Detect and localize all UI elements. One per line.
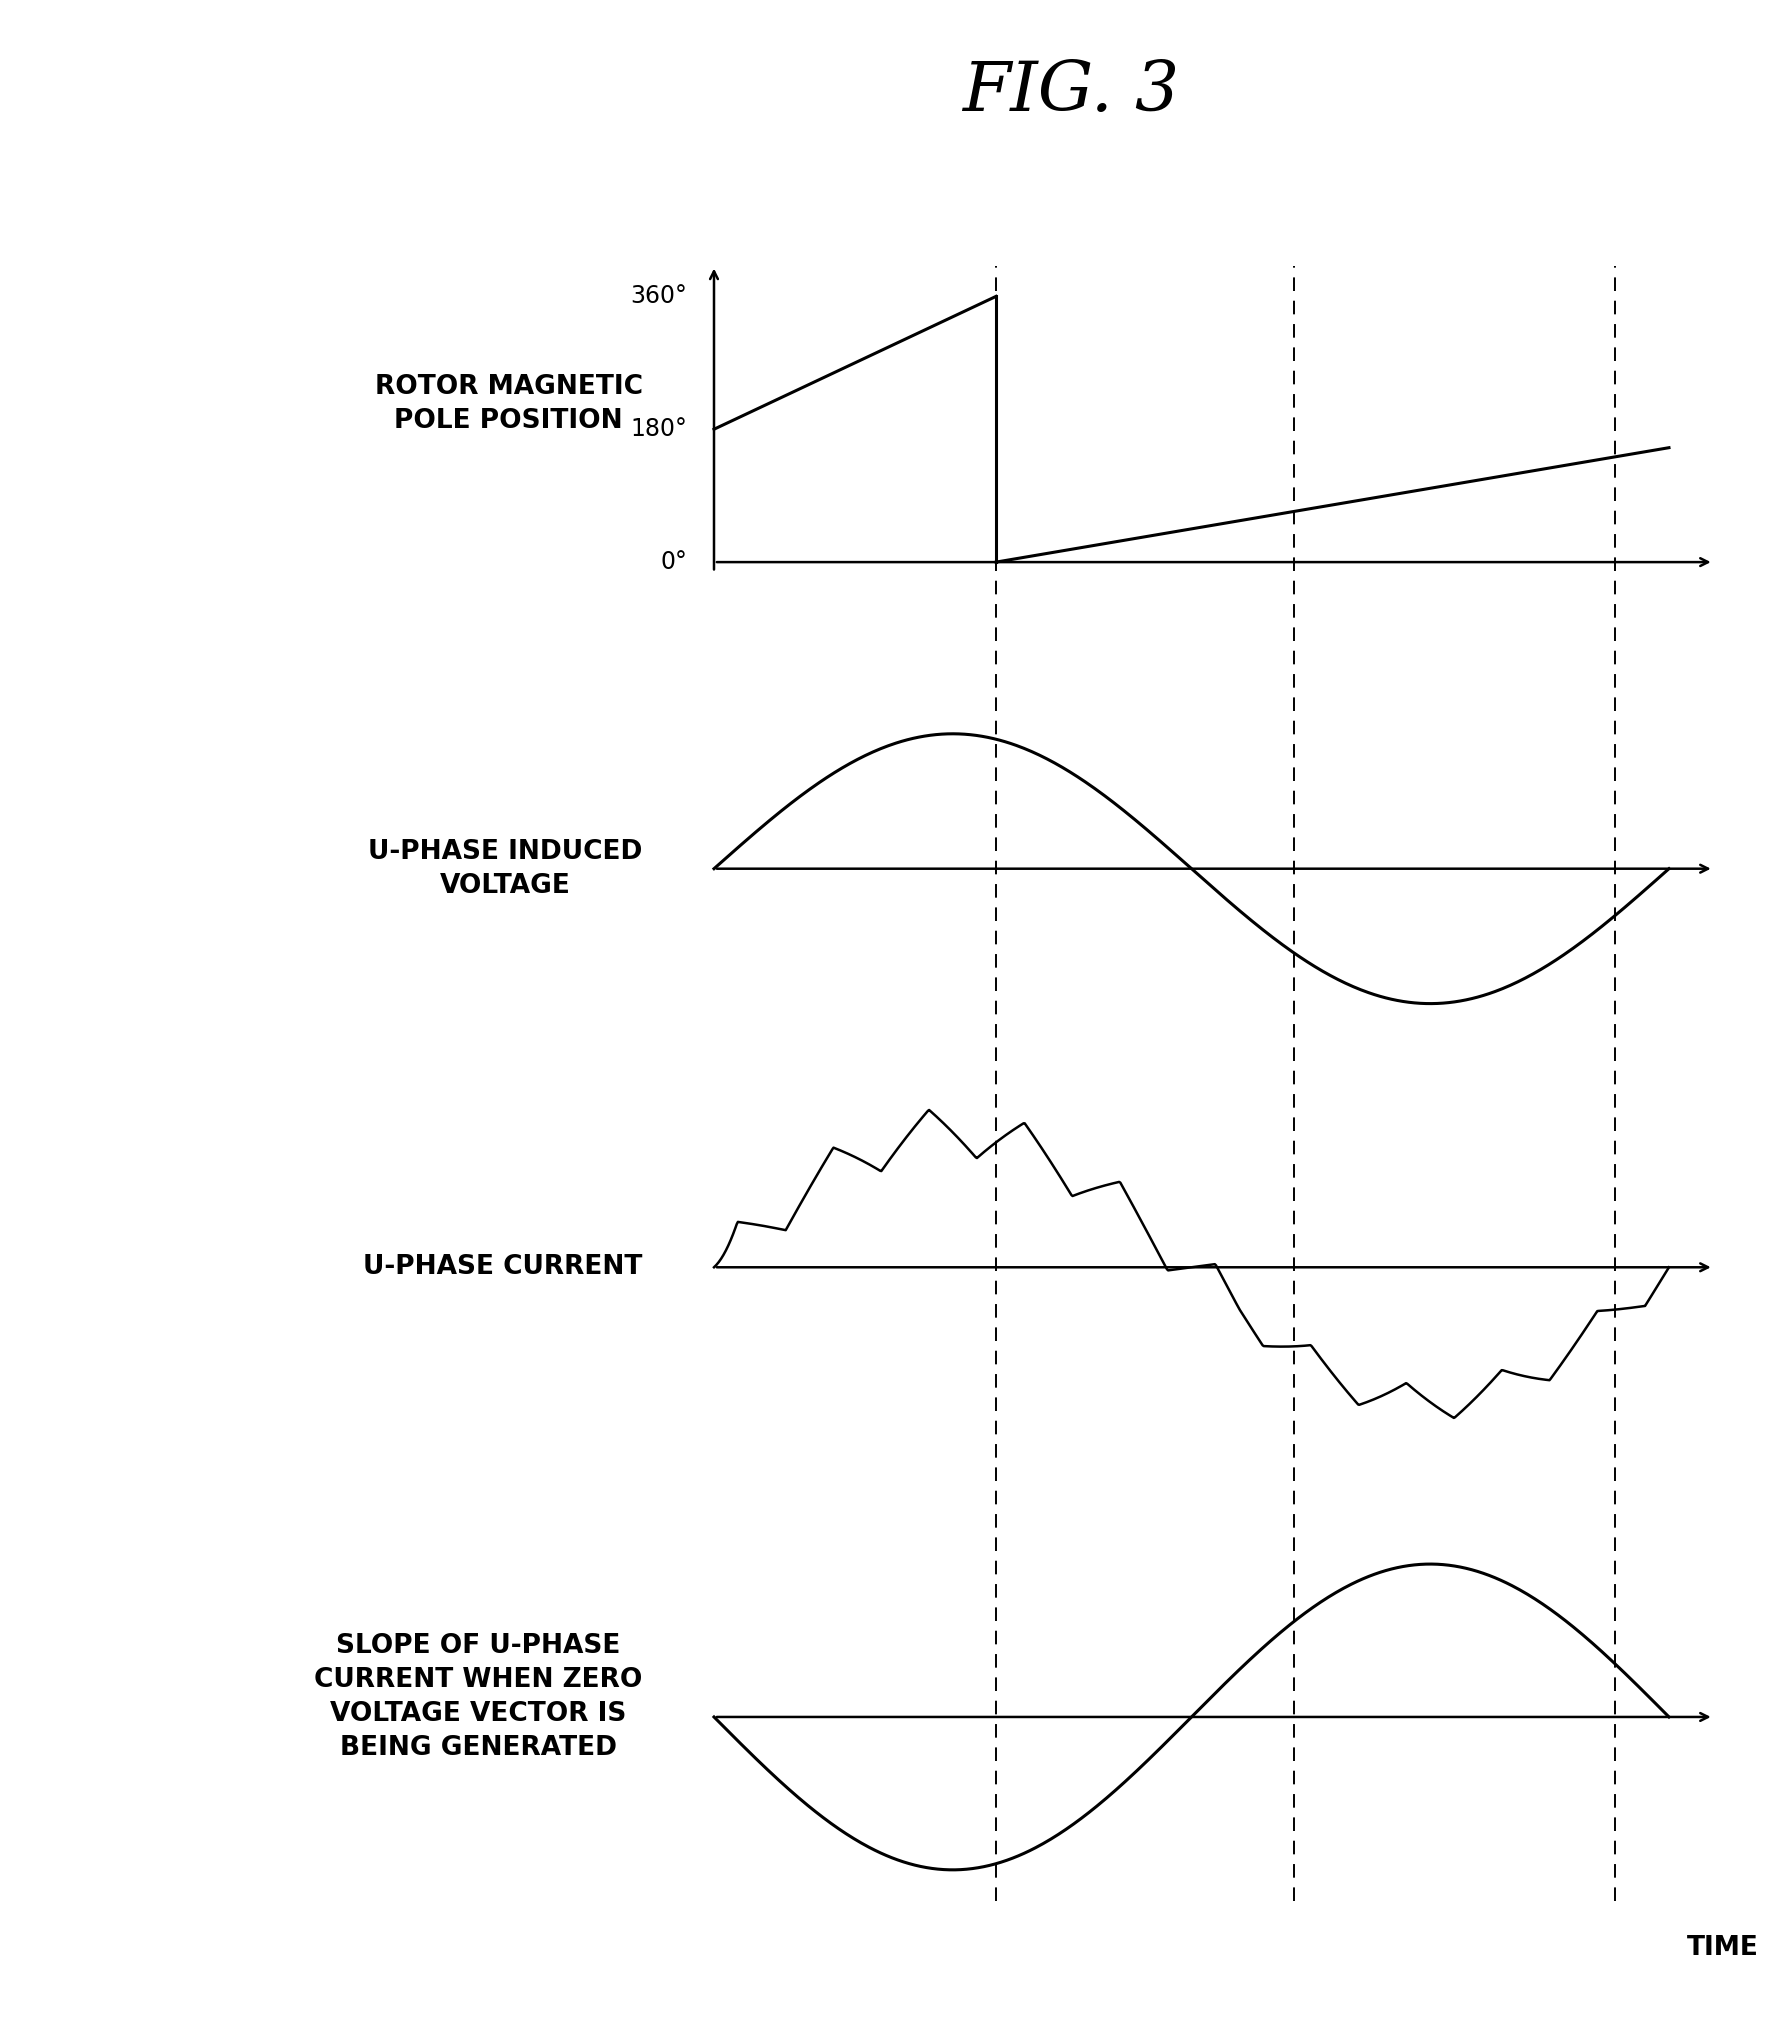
Text: TIME: TIME [1687, 1936, 1758, 1960]
Text: ROTOR MAGNETIC
POLE POSITION: ROTOR MAGNETIC POLE POSITION [375, 374, 643, 433]
Text: U-PHASE CURRENT: U-PHASE CURRENT [362, 1255, 643, 1280]
Text: SLOPE OF U-PHASE
CURRENT WHEN ZERO
VOLTAGE VECTOR IS
BEING GENERATED: SLOPE OF U-PHASE CURRENT WHEN ZERO VOLTA… [314, 1633, 643, 1760]
Text: 0°: 0° [660, 550, 687, 574]
Text: 180°: 180° [630, 417, 687, 442]
Text: FIG. 3: FIG. 3 [962, 59, 1180, 125]
Text: U-PHASE INDUCED
VOLTAGE: U-PHASE INDUCED VOLTAGE [368, 838, 643, 899]
Text: 360°: 360° [630, 284, 687, 309]
